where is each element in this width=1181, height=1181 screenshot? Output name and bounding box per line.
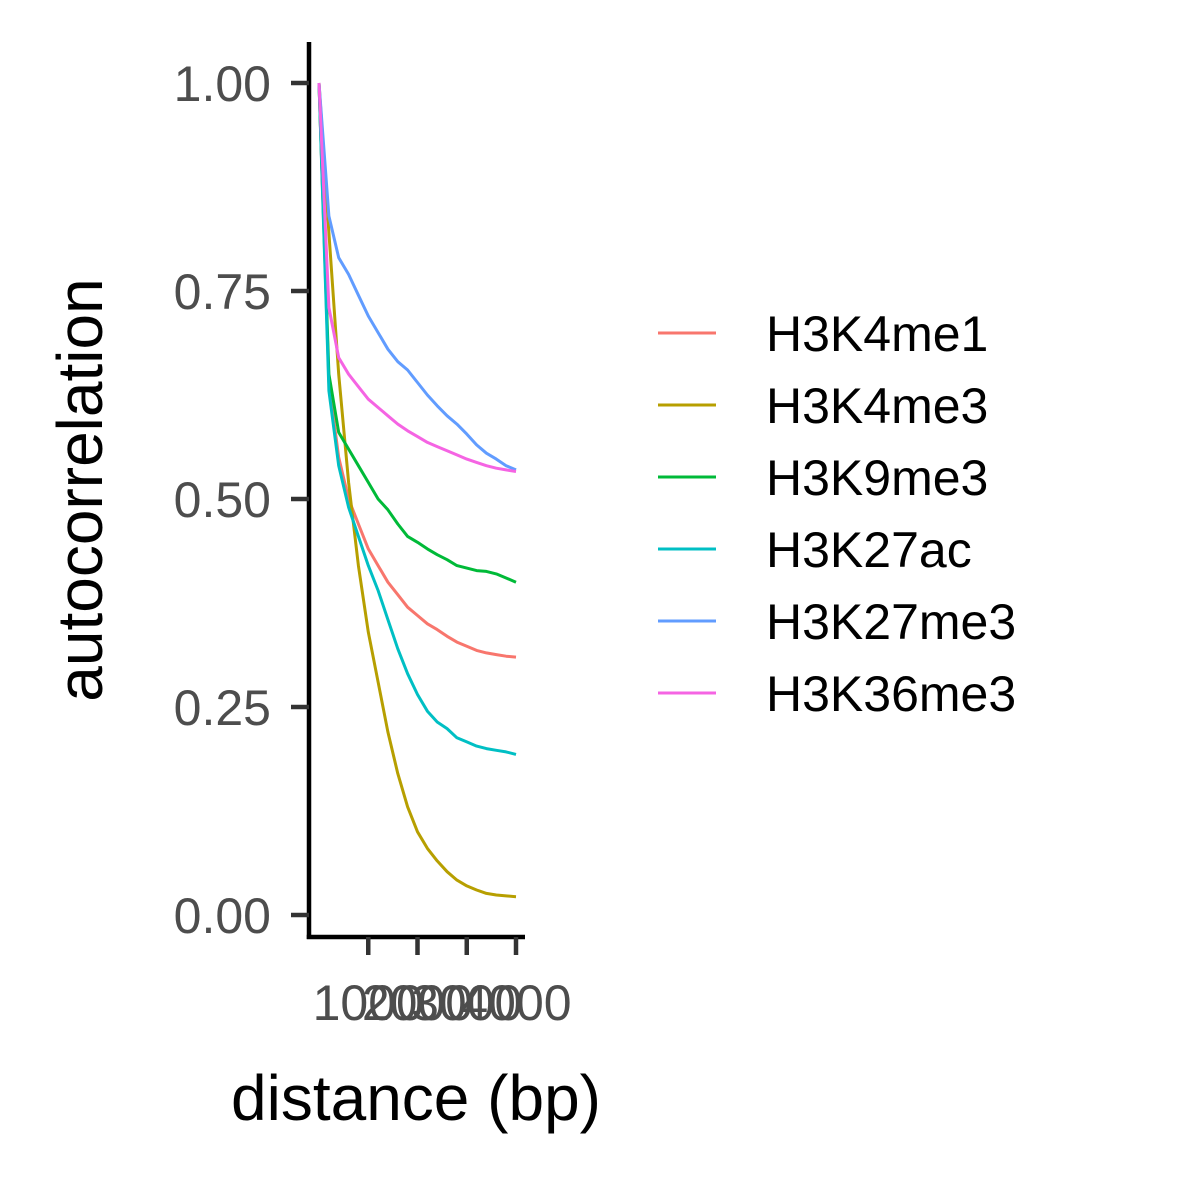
legend-label: H3K27me3 <box>766 594 1016 650</box>
y-tick-label: 0.00 <box>174 888 271 944</box>
x-tick-label: 4000 <box>460 975 571 1031</box>
series-line-h3k9me3 <box>317 82 517 584</box>
legend: H3K4me1 H3K4me3 H3K9me3 H3K27ac H3K27me3 H3K3… <box>658 306 1016 722</box>
series-line-h3k4me3 <box>317 82 517 899</box>
legend-item-h3k4me1: H3K4me1 <box>658 306 988 362</box>
legend-label: H3K36me3 <box>766 666 1016 722</box>
legend-item-h3k4me3: H3K4me3 <box>658 378 988 434</box>
x-tick-label: 2000 <box>362 975 473 1031</box>
x-tick-label: 1000 <box>313 975 424 1031</box>
y-tick-label: 0.50 <box>174 472 271 528</box>
y-tick-label: 1.00 <box>174 56 271 112</box>
axes-layer <box>306 42 525 940</box>
y-tick-label: 0.75 <box>174 264 271 320</box>
legend-item-h3k9me3: H3K9me3 <box>658 450 988 506</box>
series-line-h3k27ac <box>317 82 517 756</box>
legend-item-h3k27me3: H3K27me3 <box>658 594 1016 650</box>
x-axis-title: distance (bp) <box>231 1062 601 1134</box>
legend-item-h3k27ac: H3K27ac <box>658 522 972 578</box>
y-ticks-layer: 0.00 0.25 0.50 0.75 1.00 <box>174 56 309 944</box>
series-line-h3k27me3 <box>317 82 517 472</box>
series-layer <box>317 82 517 899</box>
legend-item-h3k36me3: H3K36me3 <box>658 666 1016 722</box>
y-tick-label: 0.25 <box>174 680 271 736</box>
legend-label: H3K4me1 <box>766 306 988 362</box>
legend-label: H3K4me3 <box>766 378 988 434</box>
legend-label: H3K9me3 <box>766 450 988 506</box>
x-tick-label: 3000 <box>411 975 522 1031</box>
y-axis-title: autocorrelation <box>44 278 116 701</box>
legend-label: H3K27ac <box>766 522 972 578</box>
series-line-h3k36me3 <box>317 82 517 473</box>
